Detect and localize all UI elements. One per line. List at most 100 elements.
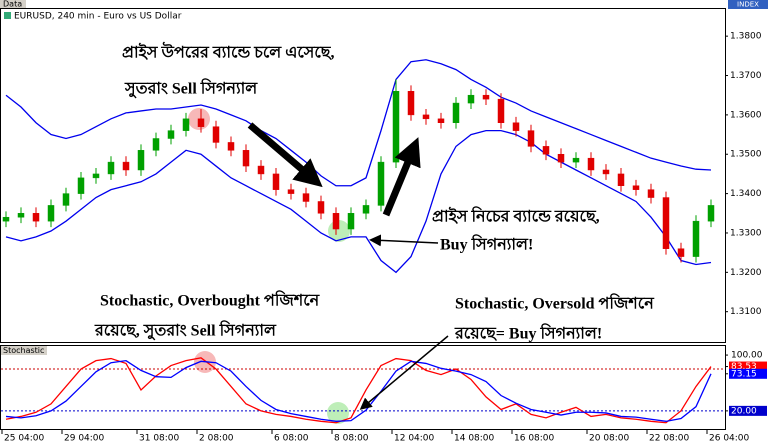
y-tick-label: 83.53	[731, 362, 757, 372]
candle-body	[587, 157, 595, 171]
candle-body	[152, 138, 160, 151]
tab	[0, 0, 26, 8]
candle-body	[572, 157, 580, 163]
candle-body	[317, 201, 325, 214]
x-tick-label: 14 08:00	[454, 434, 495, 444]
candle-body	[242, 150, 250, 167]
line	[5, 359, 712, 422]
index-label: INDEX	[737, 1, 759, 9]
candle-body	[47, 205, 55, 222]
candle-body	[422, 114, 430, 120]
x-tick-label: 22 08:00	[649, 434, 690, 444]
candle-body	[167, 130, 175, 139]
candle-body	[92, 173, 100, 179]
x-tick-label: 20 08:00	[589, 434, 630, 444]
y-tick-label: 1.3700	[730, 71, 762, 81]
x-tick-label: 25 04:00	[4, 434, 45, 444]
tick-tag	[729, 361, 767, 372]
tick-tag	[729, 368, 767, 379]
candle-body	[332, 213, 340, 230]
annotation: Stochastic, Oversold পজিশনে	[455, 293, 655, 313]
y-tick-label: 20.00	[731, 406, 757, 416]
candle-body	[302, 193, 310, 202]
candle-body	[182, 118, 190, 131]
candle-body	[347, 213, 355, 230]
candle-body	[677, 248, 685, 257]
line	[5, 129, 712, 274]
candle-body	[257, 165, 265, 175]
x-tick-label: 6 08:00	[274, 434, 309, 444]
candle-body	[377, 161, 385, 206]
candle-body	[62, 193, 70, 206]
candle-body	[197, 118, 205, 127]
candle-body	[227, 142, 235, 151]
candle-body	[707, 205, 715, 222]
candle-body	[647, 189, 655, 198]
annotation: সুতরাং Sell সিগন্যাল	[124, 78, 258, 99]
annotation: Stochastic, Overbought পজিশনে	[100, 290, 321, 310]
index-box	[728, 0, 768, 9]
candle-body	[17, 213, 25, 218]
line	[5, 59, 712, 187]
candle-body	[557, 153, 565, 163]
candle-body	[392, 91, 400, 163]
arrow	[359, 335, 449, 410]
x-tick-label: 16 08:00	[514, 434, 555, 444]
stoch-title: Stochastic	[3, 346, 44, 355]
y-tick-label: 1.3200	[730, 268, 762, 278]
candle-body	[662, 197, 670, 249]
candle-body	[452, 102, 460, 124]
stoch-frame	[0, 345, 726, 430]
annotation: রয়েছে, সুতরাং Sell সিগন্যাল	[94, 320, 277, 341]
candle-body	[107, 161, 115, 175]
tick-tag	[729, 405, 767, 416]
candle-body	[512, 122, 520, 131]
candle-body	[482, 94, 490, 100]
candle-body	[632, 185, 640, 190]
chart-title: EURUSD, 240 min - Euro vs US Dollar	[14, 12, 182, 22]
arrow	[369, 234, 439, 247]
candle-body	[77, 177, 85, 194]
y-tick-label: 73.15	[731, 369, 757, 379]
candle-body	[362, 205, 370, 214]
x-tick-label: 2 08:00	[199, 434, 234, 444]
x-tick-label: 26 04:00	[709, 434, 750, 444]
candle-body	[617, 173, 625, 186]
candle-body	[212, 126, 220, 143]
annotation: প্রাইস নিচের ব্যান্ডে রয়েছে,	[432, 206, 600, 226]
main-frame	[0, 8, 726, 343]
y-tick-label: 1.3400	[730, 189, 762, 199]
candle-body	[467, 94, 475, 104]
candle-body	[527, 130, 535, 147]
y-tick-label: 1.3100	[730, 307, 762, 317]
arrow	[247, 122, 323, 188]
candle-body	[272, 173, 280, 190]
y-tick-label: 100.00	[731, 351, 763, 361]
candle-body	[122, 161, 130, 171]
highlight	[327, 402, 349, 424]
candle-body	[137, 150, 145, 171]
line	[5, 357, 712, 424]
candle-body	[287, 189, 295, 194]
candle-body	[542, 146, 550, 155]
y-tick-label: 1.3600	[730, 110, 762, 120]
x-tick-label: 29 04:00	[64, 434, 105, 444]
y-tick-label: 1.3500	[730, 150, 762, 160]
arrow	[382, 137, 421, 217]
candle-body	[2, 216, 10, 222]
x-tick-label: 8 08:00	[334, 434, 369, 444]
y-tick-label: 1.3300	[730, 228, 762, 238]
annotation: Buy সিগন্যাল!	[440, 234, 533, 254]
window-label: Data	[3, 0, 22, 9]
candle-body	[407, 91, 415, 116]
candle-body	[692, 220, 700, 257]
candle-body	[437, 118, 445, 124]
tab	[1, 346, 47, 355]
icon	[4, 12, 11, 19]
candle-body	[497, 98, 505, 124]
annotation: প্রাইস উপরের ব্যান্ডে চলে এসেছে,	[122, 42, 335, 62]
y-tick-label: 1.3800	[730, 32, 762, 42]
